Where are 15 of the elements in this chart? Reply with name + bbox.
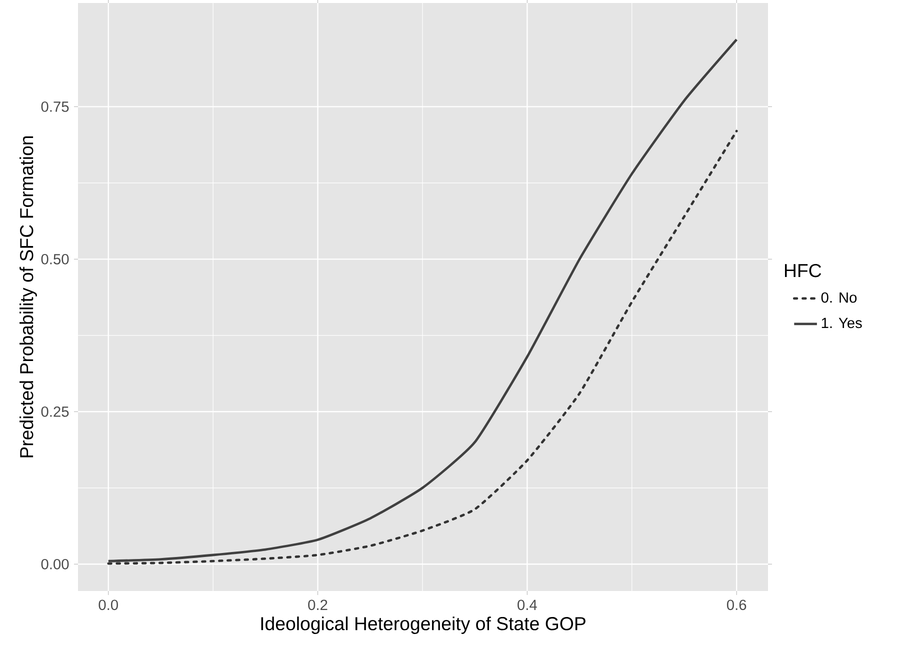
x-tick-label: 0.4 — [518, 600, 537, 610]
legend-title: HFC — [784, 264, 822, 278]
y-tick-label: 0.50 — [41, 254, 69, 264]
x-tick-label: 0.2 — [308, 600, 328, 610]
x-axis-title: Ideological Heterogeneity of State GOP — [261, 616, 586, 634]
x-tick-label: 0.0 — [98, 600, 118, 610]
line-series — [107, 130, 738, 565]
x-tick-label: 0.6 — [726, 600, 746, 610]
y-tick-label: 0.75 — [41, 102, 69, 112]
y-tick-label: 0.00 — [41, 558, 69, 570]
y-tick-label: 0.25 — [41, 406, 69, 417]
legend-label: 0. No — [821, 292, 857, 303]
line-series — [107, 38, 738, 562]
legend-label: 1. Yes — [822, 318, 862, 328]
y-axis-title: Predicted Probability of SFC Formation — [20, 136, 37, 458]
